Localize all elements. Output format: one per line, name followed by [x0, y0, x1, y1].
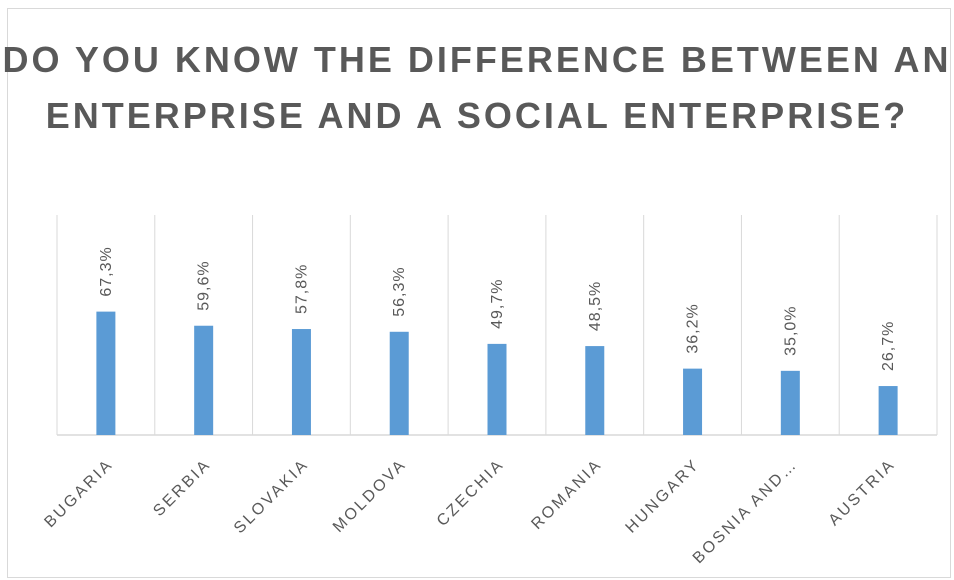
data-label: 26,7% — [880, 321, 897, 371]
data-label: 48,5% — [587, 281, 604, 331]
data-label: 56,3% — [391, 266, 408, 316]
x-tick-label: AUSTRIA — [826, 456, 899, 529]
x-tick-label: BUGARIA — [41, 456, 116, 531]
bar — [389, 331, 409, 435]
data-label: 49,7% — [489, 279, 506, 329]
data-label: 67,3% — [98, 246, 115, 296]
chart-title: DO YOU KNOW THE DIFFERENCE BETWEEN AN EN… — [2, 39, 952, 136]
x-tick-label: ROMANIA — [528, 456, 605, 533]
bar — [487, 343, 507, 435]
bar — [194, 325, 214, 435]
x-tick-label: CZECHIA — [434, 456, 508, 530]
x-tick-label: SLOVAKIA — [231, 456, 312, 537]
bar — [96, 311, 116, 435]
data-label: 57,8% — [293, 264, 310, 314]
bar — [585, 346, 605, 435]
chart-area — [7, 8, 951, 578]
x-axis-tick-labels: BUGARIA SERBIA SLOVAKIA MOLDOVA CZECHIA ROMAN… — [41, 456, 899, 567]
bar — [780, 370, 800, 435]
data-labels: 67,3% 59,6% 57,8% 56,3% 49,7% 48,5% 36,2% 35,0%… — [98, 246, 897, 371]
bars — [96, 311, 898, 435]
x-tick-label: HUNGARY — [623, 456, 704, 537]
x-tick-label: MOLDOVA — [330, 456, 410, 536]
x-tick-label: SERBIA — [150, 456, 214, 520]
data-label: 35,0% — [782, 305, 799, 355]
x-tick-label: BOSNIA AND… — [690, 456, 801, 567]
bar — [878, 386, 898, 435]
data-label: 36,2% — [685, 303, 702, 353]
bar — [291, 329, 311, 435]
bar — [683, 368, 703, 435]
data-label: 59,6% — [196, 260, 213, 310]
